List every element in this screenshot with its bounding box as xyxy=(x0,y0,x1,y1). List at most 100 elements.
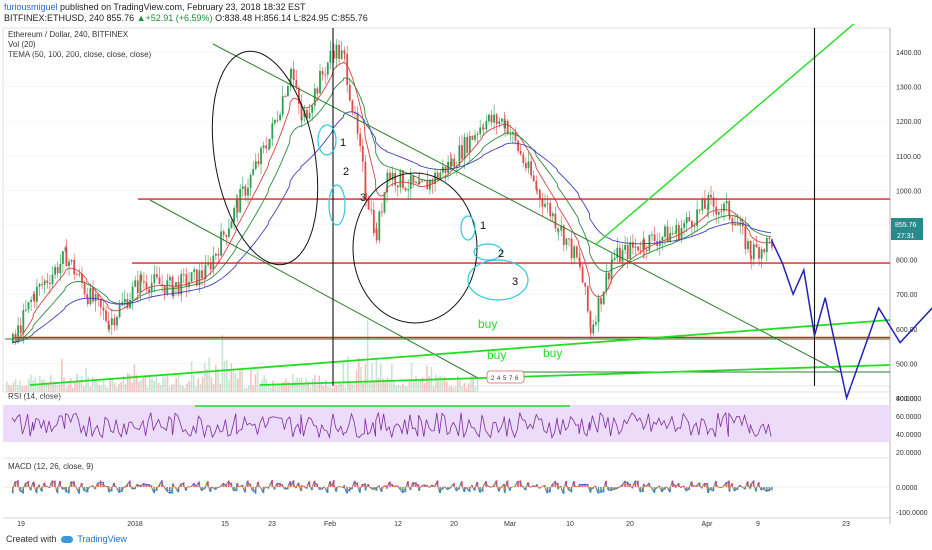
volume-bar xyxy=(120,382,122,392)
macd-histogram-bar xyxy=(306,487,308,489)
volume-bar xyxy=(393,381,395,392)
candle-body xyxy=(418,180,421,185)
volume-bar xyxy=(243,387,246,392)
candle-body xyxy=(771,239,773,248)
candle-body xyxy=(720,211,723,213)
candle-body xyxy=(710,194,712,198)
volume-bar xyxy=(245,387,248,392)
candle-body xyxy=(201,270,203,279)
candle-body xyxy=(468,135,471,153)
volume-bar xyxy=(166,375,169,392)
candle-body xyxy=(131,286,134,300)
candle-body xyxy=(338,44,340,59)
author-link[interactable]: furiousmiguel xyxy=(4,2,58,12)
volume-bar xyxy=(336,384,338,392)
candle-body xyxy=(14,333,17,337)
candle-body xyxy=(22,310,25,334)
price-tick-label: 700.00 xyxy=(896,292,918,299)
macd-histogram-bar xyxy=(247,480,249,487)
volume-bar xyxy=(179,384,182,392)
macd-histogram-bar xyxy=(544,485,546,487)
volume-bar xyxy=(366,320,369,392)
volume-bar xyxy=(397,384,400,392)
macd-histogram-bar xyxy=(235,487,238,492)
candle-body xyxy=(717,211,720,215)
volume-bar xyxy=(298,378,301,392)
macd-histogram-bar xyxy=(386,487,389,489)
volume-bar xyxy=(204,363,206,392)
candle-body xyxy=(195,269,198,286)
volume-bar xyxy=(105,386,107,392)
candle-body xyxy=(691,221,693,227)
candle-body xyxy=(169,276,171,281)
volume-bar xyxy=(252,385,254,392)
candle-body xyxy=(434,172,436,184)
candle-body xyxy=(490,114,493,123)
candle-body xyxy=(30,299,32,303)
volume-bar xyxy=(406,386,408,392)
candle-body xyxy=(544,204,546,207)
volume-bar xyxy=(91,376,94,392)
macd-histogram-bar xyxy=(49,487,51,488)
candle-body xyxy=(166,280,169,295)
candle-body xyxy=(356,112,359,134)
macd-histogram-bar xyxy=(300,487,303,492)
candle-body xyxy=(506,120,509,135)
macd-histogram-bar xyxy=(33,482,35,487)
candle-body xyxy=(426,180,429,190)
volume-bar xyxy=(217,368,219,392)
candle-body xyxy=(444,166,447,173)
candle-body xyxy=(92,288,94,302)
price-chart[interactable]: 1400.001300.001200.001100.001000.00900.0… xyxy=(0,24,932,534)
macd-histogram-bar xyxy=(701,487,703,489)
volume-bar xyxy=(146,387,149,392)
candle-body xyxy=(514,132,517,141)
price-tick-label: 1000.00 xyxy=(896,188,921,195)
candle-body xyxy=(230,221,233,229)
candle-body xyxy=(340,50,343,59)
tradingview-logo-icon xyxy=(61,536,74,544)
macd-histogram-bar xyxy=(439,487,441,494)
candle-body xyxy=(99,299,102,308)
candle-body xyxy=(613,258,616,260)
macd-histogram-bar xyxy=(691,481,693,487)
time-tick-label: 19 xyxy=(17,521,25,528)
candle-body xyxy=(343,52,346,54)
volume-bar xyxy=(25,385,28,392)
candle-body xyxy=(674,233,677,235)
macd-histogram-bar xyxy=(771,487,773,491)
macd-histogram-bar xyxy=(351,487,354,490)
candle-body xyxy=(254,161,257,169)
volume-bar xyxy=(241,367,243,392)
volume-bar xyxy=(239,370,241,392)
candle-body xyxy=(150,283,153,293)
candle-body xyxy=(209,262,212,270)
macd-histogram-bar xyxy=(675,487,677,488)
candle-body xyxy=(750,255,753,259)
price-tick-label: 1200.00 xyxy=(896,119,921,126)
volume-bar xyxy=(437,377,439,392)
candle-body xyxy=(517,140,519,151)
candle-body xyxy=(551,213,554,217)
volume-bar xyxy=(87,376,89,392)
macd-histogram-bar xyxy=(399,487,402,490)
volume-bar xyxy=(263,375,265,392)
volume-bar xyxy=(248,385,250,392)
volume-bar xyxy=(327,386,329,392)
volume-bar xyxy=(408,381,411,392)
candle-body xyxy=(295,80,298,88)
footer-brand[interactable]: TradingView xyxy=(77,534,127,544)
candle-body xyxy=(81,273,83,283)
candle-body xyxy=(354,112,356,114)
candle-body xyxy=(578,257,581,262)
candle-body xyxy=(123,299,126,303)
volume-bar xyxy=(432,386,435,392)
candle-body xyxy=(634,246,637,248)
candle-body xyxy=(752,244,755,259)
macd-histogram-bar xyxy=(696,485,698,487)
candle-body xyxy=(421,180,423,182)
candle-body xyxy=(584,282,587,287)
macd-histogram-bar xyxy=(356,482,359,487)
volume-bar xyxy=(380,364,382,392)
time-tick-label: Mar xyxy=(504,521,517,528)
